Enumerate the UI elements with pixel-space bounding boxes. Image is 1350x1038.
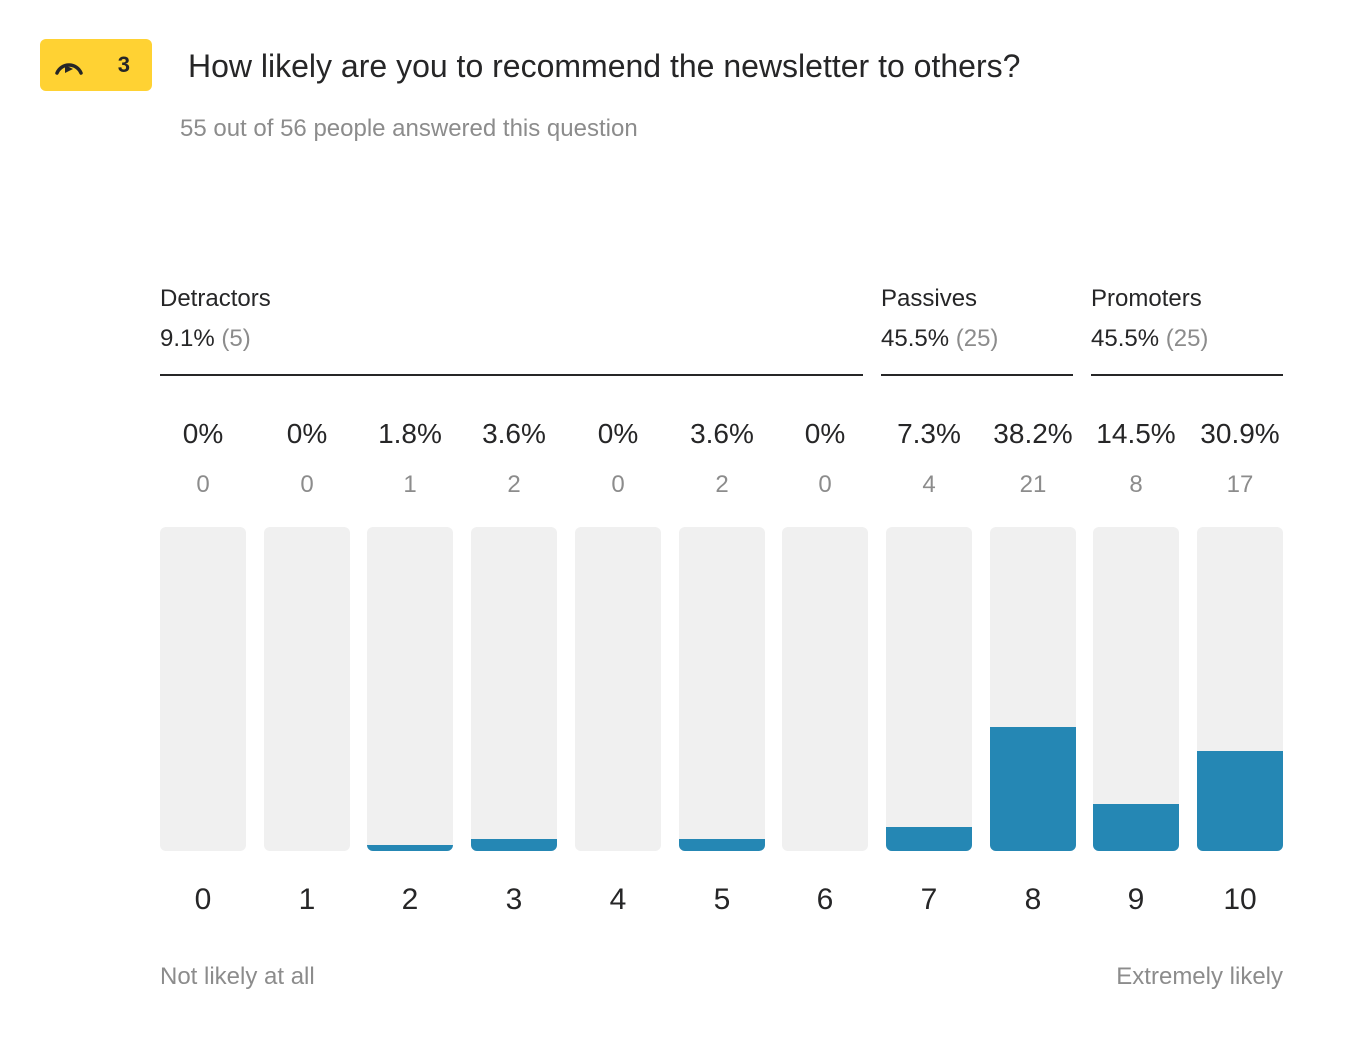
bar-count-label: 21: [1019, 471, 1047, 498]
bar-count-label: 8: [1129, 471, 1143, 498]
bar: [367, 845, 453, 851]
bar-percent-label: 7.3%: [897, 418, 961, 449]
group-name: Detractors: [160, 285, 271, 312]
response-summary: 55 out of 56 people answered this questi…: [180, 115, 638, 142]
score-tick-label: 7: [920, 883, 938, 916]
bar-track: [160, 527, 246, 851]
bar-track: [886, 527, 972, 851]
score-tick-label: 4: [609, 883, 627, 916]
bar-percent-label: 14.5%: [1096, 418, 1176, 449]
group-passives: Passives 45.5% (25): [881, 284, 1073, 376]
bar-percent-label: 0%: [804, 418, 846, 449]
group-value: 45.5% (25): [881, 324, 998, 354]
bar-track: [575, 527, 661, 851]
bar-track: [1197, 527, 1283, 851]
bar-percent-label: 3.6%: [690, 418, 754, 449]
score-tick-label: 2: [401, 883, 419, 916]
question-number: 3: [117, 52, 130, 77]
bar: [990, 727, 1076, 851]
bar-track: [1093, 527, 1179, 851]
score-tick-label: 5: [713, 883, 731, 916]
bar-count-label: 0: [196, 471, 210, 498]
score-tick-label: 9: [1127, 883, 1145, 916]
group-value: 45.5% (25): [1091, 324, 1208, 354]
score-tick-label: 3: [505, 883, 523, 916]
bar: [1093, 804, 1179, 851]
group-count: (5): [221, 325, 251, 352]
group-divider: [1091, 374, 1283, 376]
score-tick-label: 0: [194, 883, 212, 916]
bar-track: [264, 527, 350, 851]
bar-count-label: 0: [818, 471, 832, 498]
question-title: How likely are you to recommend the news…: [188, 48, 1021, 84]
question-number-badge: 3: [40, 39, 152, 91]
gauge-icon: [55, 63, 83, 75]
bar-track: [782, 527, 868, 851]
bar-count-label: 1: [403, 471, 417, 498]
bar: [471, 839, 557, 851]
group-detractors: Detractors 9.1% (5): [160, 284, 863, 376]
group-divider: [160, 374, 863, 376]
bar-track: [679, 527, 765, 851]
score-tick-label: 10: [1223, 883, 1257, 916]
group-percent: 45.5%: [881, 325, 950, 352]
score-tick-label: 8: [1024, 883, 1042, 916]
bar-percent-label: 0%: [286, 418, 328, 449]
score-tick-label: 1: [298, 883, 316, 916]
scale-low-label: Not likely at all: [160, 963, 315, 990]
bar-percent-label: 30.9%: [1200, 418, 1280, 449]
bar-percent-label: 3.6%: [482, 418, 546, 449]
group-value: 9.1% (5): [160, 324, 271, 354]
group-name: Passives: [881, 285, 978, 312]
bar-count-label: 2: [715, 471, 729, 498]
bar-count-label: 2: [507, 471, 521, 498]
bar-count-label: 17: [1226, 471, 1254, 498]
group-name: Promoters: [1091, 285, 1202, 312]
bar-count-label: 0: [611, 471, 625, 498]
group-percent: 9.1%: [160, 325, 215, 352]
bar-count-label: 0: [300, 471, 314, 498]
bar-percent-label: 38.2%: [993, 418, 1073, 449]
bar-percent-label: 1.8%: [378, 418, 442, 449]
bar: [886, 827, 972, 851]
group-percent: 45.5%: [1091, 325, 1160, 352]
group-count: (25): [1165, 325, 1209, 352]
bar-percent-label: 0%: [597, 418, 639, 449]
scale-high-label: Extremely likely: [1116, 963, 1283, 990]
bar-track: [367, 527, 453, 851]
group-count: (25): [955, 325, 999, 352]
bar-track: [471, 527, 557, 851]
bar: [679, 839, 765, 851]
bar-count-label: 4: [922, 471, 936, 498]
group-divider: [881, 374, 1073, 376]
score-tick-label: 6: [816, 883, 834, 916]
bar-track: [990, 527, 1076, 851]
bar: [1197, 750, 1283, 851]
group-promoters: Promoters 45.5% (25): [1091, 284, 1283, 376]
bar-percent-label: 0%: [182, 418, 224, 449]
